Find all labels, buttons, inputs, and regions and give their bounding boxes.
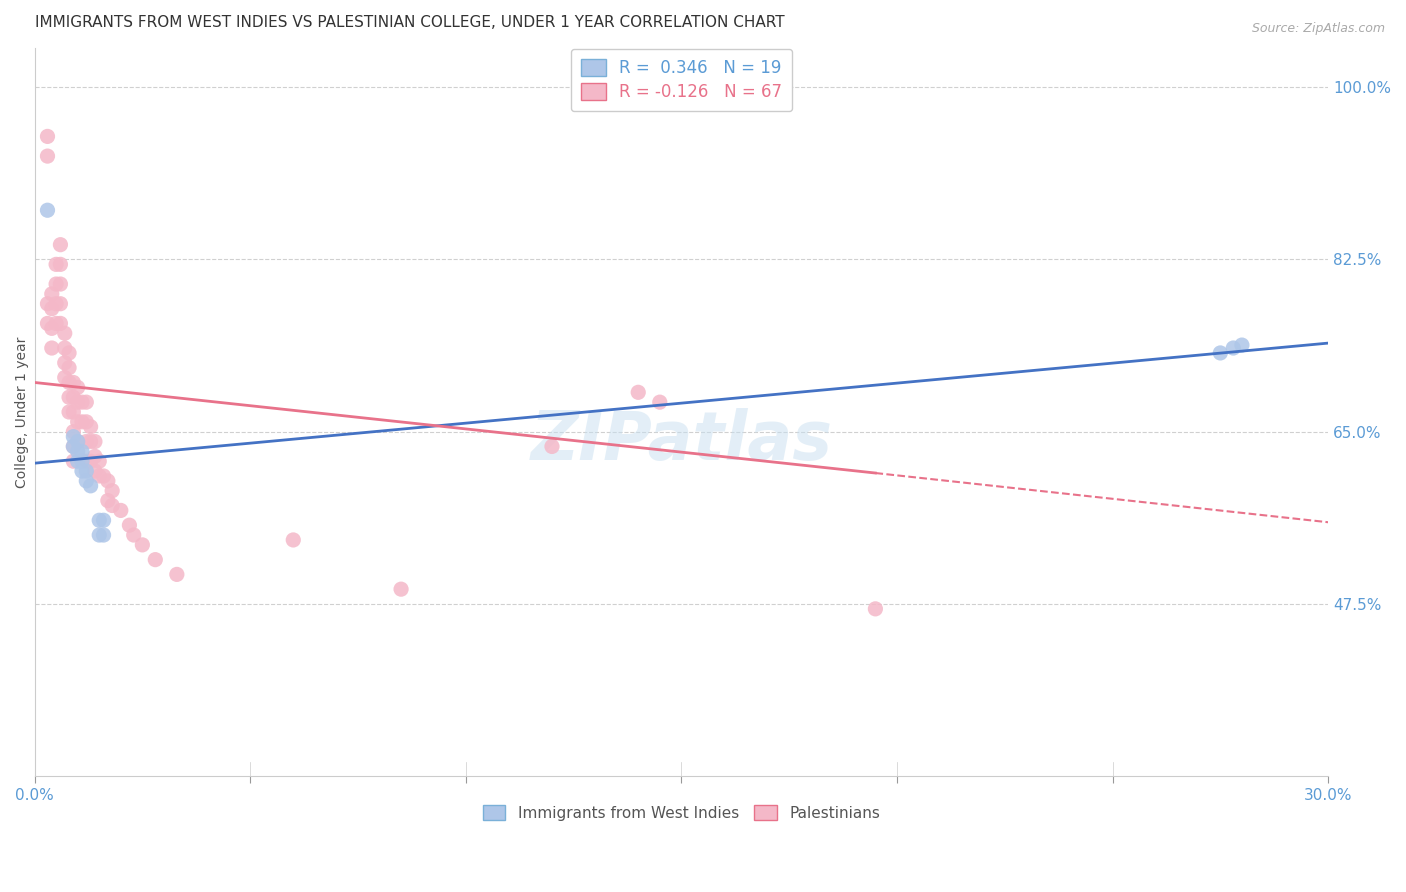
Point [66, 415, 89, 429]
Point [66, 444, 89, 458]
Point [49, 237, 72, 252]
Point [84, 450, 107, 464]
Point [101, 499, 124, 513]
Point [53, 370, 76, 384]
Point [58, 390, 80, 404]
Point [66, 380, 89, 394]
Point [93, 469, 115, 483]
Point [66, 454, 89, 468]
Point [283, 533, 305, 547]
Point [389, 582, 412, 596]
Point [58, 405, 80, 419]
Point [84, 464, 107, 478]
Point [79, 419, 101, 434]
Point [89, 469, 111, 483]
Point [41, 286, 63, 301]
Point [49, 297, 72, 311]
Point [62, 429, 84, 443]
Point [37, 297, 59, 311]
Point [58, 346, 80, 360]
Point [648, 395, 671, 409]
Point [53, 341, 76, 355]
Point [75, 464, 97, 478]
Point [70, 395, 93, 409]
Point [62, 425, 84, 439]
Text: IMMIGRANTS FROM WEST INDIES VS PALESTINIAN COLLEGE, UNDER 1 YEAR CORRELATION CHA: IMMIGRANTS FROM WEST INDIES VS PALESTINI… [35, 15, 785, 30]
Point [93, 528, 115, 542]
Point [45, 257, 67, 271]
Point [53, 326, 76, 341]
Point [62, 376, 84, 390]
Point [53, 356, 76, 370]
Point [45, 277, 67, 291]
Point [79, 479, 101, 493]
Point [58, 376, 80, 390]
Point [49, 317, 72, 331]
Point [75, 454, 97, 468]
Point [66, 434, 89, 449]
Point [143, 552, 166, 566]
Point [101, 483, 124, 498]
Point [110, 503, 132, 517]
Point [97, 474, 120, 488]
Point [89, 513, 111, 527]
Point [41, 301, 63, 316]
Point [75, 434, 97, 449]
Point [84, 434, 107, 449]
Text: ZIPatlas: ZIPatlas [530, 409, 832, 475]
Point [37, 203, 59, 218]
Point [41, 341, 63, 355]
Y-axis label: College, Under 1 year: College, Under 1 year [15, 336, 30, 488]
Point [79, 434, 101, 449]
Point [166, 567, 188, 582]
Point [97, 493, 120, 508]
Point [45, 297, 67, 311]
Point [37, 129, 59, 144]
Point [118, 518, 141, 533]
Point [62, 440, 84, 454]
Point [627, 385, 650, 400]
Point [122, 528, 145, 542]
Point [41, 321, 63, 335]
Point [79, 454, 101, 468]
Text: Source: ZipAtlas.com: Source: ZipAtlas.com [1251, 22, 1385, 36]
Point [75, 395, 97, 409]
Point [541, 440, 564, 454]
Point [37, 317, 59, 331]
Point [89, 528, 111, 542]
Point [62, 390, 84, 404]
Point [1230, 338, 1253, 352]
Point [70, 415, 93, 429]
Point [75, 415, 97, 429]
Point [66, 434, 89, 449]
Point [75, 474, 97, 488]
Point [49, 257, 72, 271]
Point [62, 454, 84, 468]
Point [66, 395, 89, 409]
Point [1209, 346, 1232, 360]
Point [58, 360, 80, 375]
Point [62, 440, 84, 454]
Point [93, 513, 115, 527]
Point [37, 149, 59, 163]
Point [131, 538, 153, 552]
Point [70, 464, 93, 478]
Point [45, 317, 67, 331]
Point [89, 454, 111, 468]
Point [70, 454, 93, 468]
Point [865, 602, 887, 616]
Point [1222, 341, 1244, 355]
Legend: Immigrants from West Indies, Palestinians: Immigrants from West Indies, Palestinian… [477, 798, 886, 827]
Point [70, 444, 93, 458]
Point [49, 277, 72, 291]
Point [62, 405, 84, 419]
